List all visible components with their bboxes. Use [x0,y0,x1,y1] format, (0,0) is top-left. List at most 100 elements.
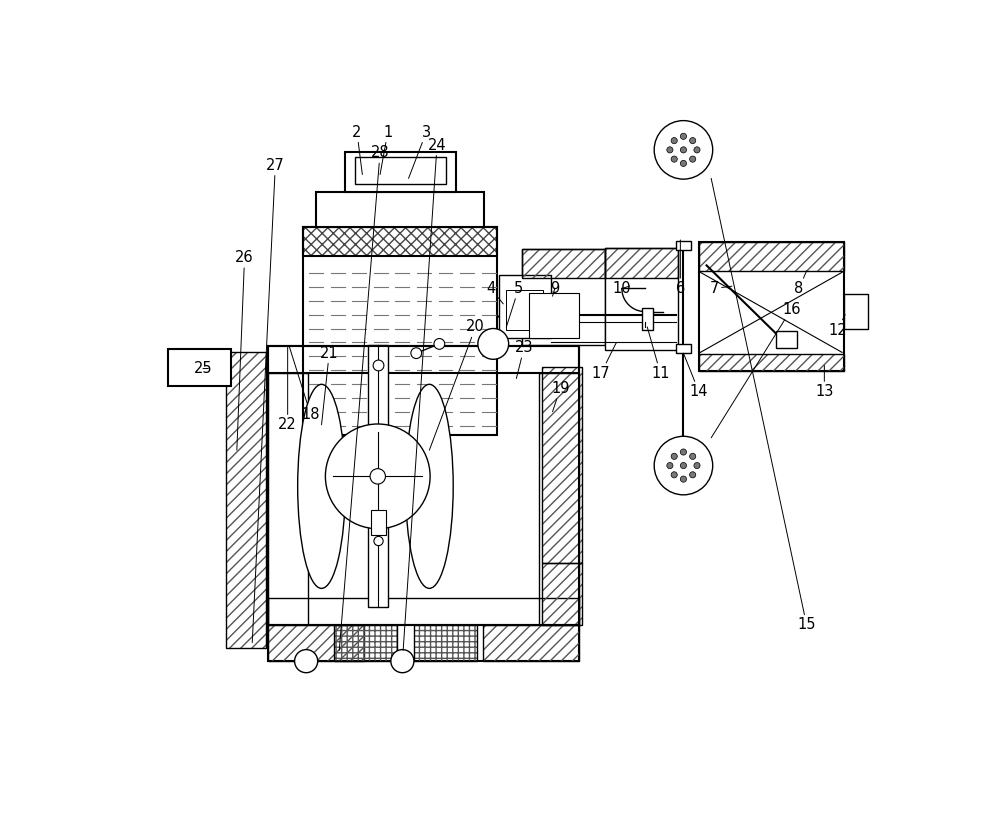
Bar [676,344,691,353]
Bar [542,367,582,563]
Circle shape [690,156,696,162]
Bar [499,274,551,337]
Bar [268,346,579,625]
Circle shape [478,328,509,360]
Bar [268,625,364,661]
Bar [542,367,582,563]
Circle shape [680,476,687,482]
Bar [345,152,456,192]
Circle shape [667,147,673,153]
Bar [371,510,386,535]
Circle shape [690,472,696,478]
Circle shape [434,338,445,349]
Text: 15: 15 [711,179,816,632]
Text: 5: 5 [506,281,523,327]
Text: 22: 22 [278,346,297,432]
Circle shape [667,463,673,468]
Circle shape [680,133,687,139]
Bar [699,242,844,371]
Bar [268,598,579,625]
Circle shape [680,147,687,153]
Bar [268,373,308,625]
Circle shape [694,463,700,468]
Circle shape [671,472,677,478]
Bar [334,625,397,661]
Text: 24: 24 [403,138,446,650]
Text: 27: 27 [252,158,285,643]
Text: 8: 8 [794,271,807,296]
Bar [334,625,397,661]
Bar [642,309,653,330]
Bar [776,331,797,348]
Bar [268,625,579,661]
Bar [699,354,844,371]
Text: 13: 13 [815,365,834,399]
Bar [522,249,605,278]
Bar [303,227,497,256]
Circle shape [671,138,677,143]
Circle shape [391,649,414,672]
Bar [483,625,579,661]
Bar [268,346,579,373]
Bar [844,294,868,328]
Bar [522,249,605,278]
Text: 2: 2 [352,124,362,174]
Text: 4: 4 [486,281,503,304]
Text: 17: 17 [592,342,616,381]
Circle shape [690,138,696,143]
Text: 23: 23 [515,340,533,378]
Text: 19: 19 [551,381,569,412]
Circle shape [680,463,687,468]
Circle shape [690,453,696,459]
Circle shape [295,649,318,672]
Text: 11: 11 [647,327,670,381]
Ellipse shape [298,384,345,588]
Bar [506,290,543,330]
Circle shape [654,120,713,179]
Bar [539,373,579,625]
Text: 28: 28 [339,146,389,650]
Bar [355,156,446,183]
Bar [268,598,579,625]
Text: 6: 6 [676,240,685,296]
Circle shape [370,468,385,484]
Text: 7: 7 [710,281,732,296]
Bar [268,346,579,373]
Circle shape [671,156,677,162]
Bar [605,248,678,278]
Text: 10: 10 [613,281,631,296]
Text: 18: 18 [289,346,320,423]
Text: 14: 14 [683,353,708,399]
Bar [542,563,582,625]
Bar [268,373,308,625]
Circle shape [325,424,430,529]
Bar [483,625,579,661]
Circle shape [680,449,687,455]
Ellipse shape [405,384,453,588]
Bar [368,346,388,607]
Circle shape [373,360,384,371]
Bar [605,248,678,350]
Circle shape [411,348,422,359]
Bar [522,249,605,346]
Bar [699,242,844,271]
Bar [414,625,477,661]
Text: 20: 20 [429,319,485,450]
Bar [605,248,678,278]
Bar [699,242,844,271]
Text: 9: 9 [550,281,559,296]
Bar [542,563,582,625]
Text: 26: 26 [235,250,254,450]
Text: 12: 12 [828,314,847,337]
Text: 1: 1 [380,124,392,174]
Bar [699,354,844,371]
Bar [168,349,231,387]
Bar [529,293,579,337]
Bar [226,351,266,648]
Bar [226,351,266,648]
Bar [303,227,497,256]
Circle shape [694,147,700,153]
Bar [268,625,364,661]
Bar [414,625,477,661]
Bar [676,241,691,250]
